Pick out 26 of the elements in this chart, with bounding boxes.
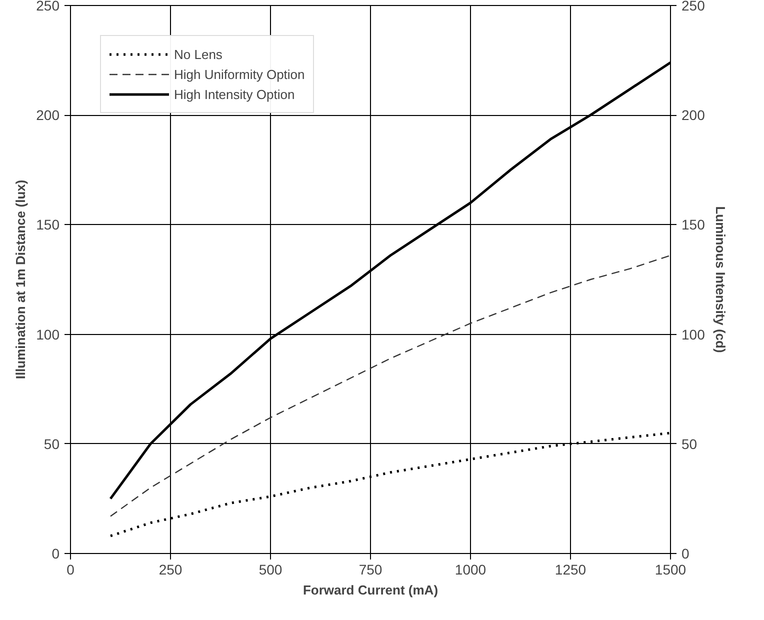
y2-tick-label: 250 — [682, 0, 706, 14]
y-tick-label: 250 — [36, 0, 60, 14]
y2-tick-label: 200 — [682, 107, 706, 124]
y-tick-label: 50 — [44, 436, 60, 452]
x-tick-label: 500 — [258, 562, 282, 578]
x-tick-label: 0 — [66, 562, 75, 578]
x-tick-label: 250 — [158, 562, 182, 578]
legend-label: No Lens — [174, 46, 222, 63]
y-tick-label: 0 — [52, 546, 60, 562]
x-tick-label: 750 — [358, 562, 382, 578]
line-series — [110, 254, 670, 517]
y2-axis-title: Luminous Intensity (cd) — [712, 206, 728, 353]
x-tick-label: 1000 — [454, 562, 486, 578]
legend-label: High Uniformity Option — [174, 66, 305, 83]
y2-tick-label: 100 — [682, 326, 706, 342]
y-tick-label: 200 — [36, 107, 60, 124]
x-axis-title: Forward Current (mA) — [302, 582, 438, 598]
y2-tick-label: 150 — [682, 216, 706, 233]
y2-tick-label: 0 — [682, 546, 690, 562]
y-tick-label: 100 — [36, 326, 60, 342]
x-tick-label: 1500 — [654, 562, 686, 578]
legend-label: High Intensity Option — [174, 86, 295, 103]
y2-tick-label: 50 — [682, 436, 698, 452]
y-axis-title: Illumination at 1m Distance (lux) — [13, 180, 28, 380]
x-tick-label: 1250 — [554, 562, 586, 578]
y-tick-label: 150 — [36, 216, 60, 233]
